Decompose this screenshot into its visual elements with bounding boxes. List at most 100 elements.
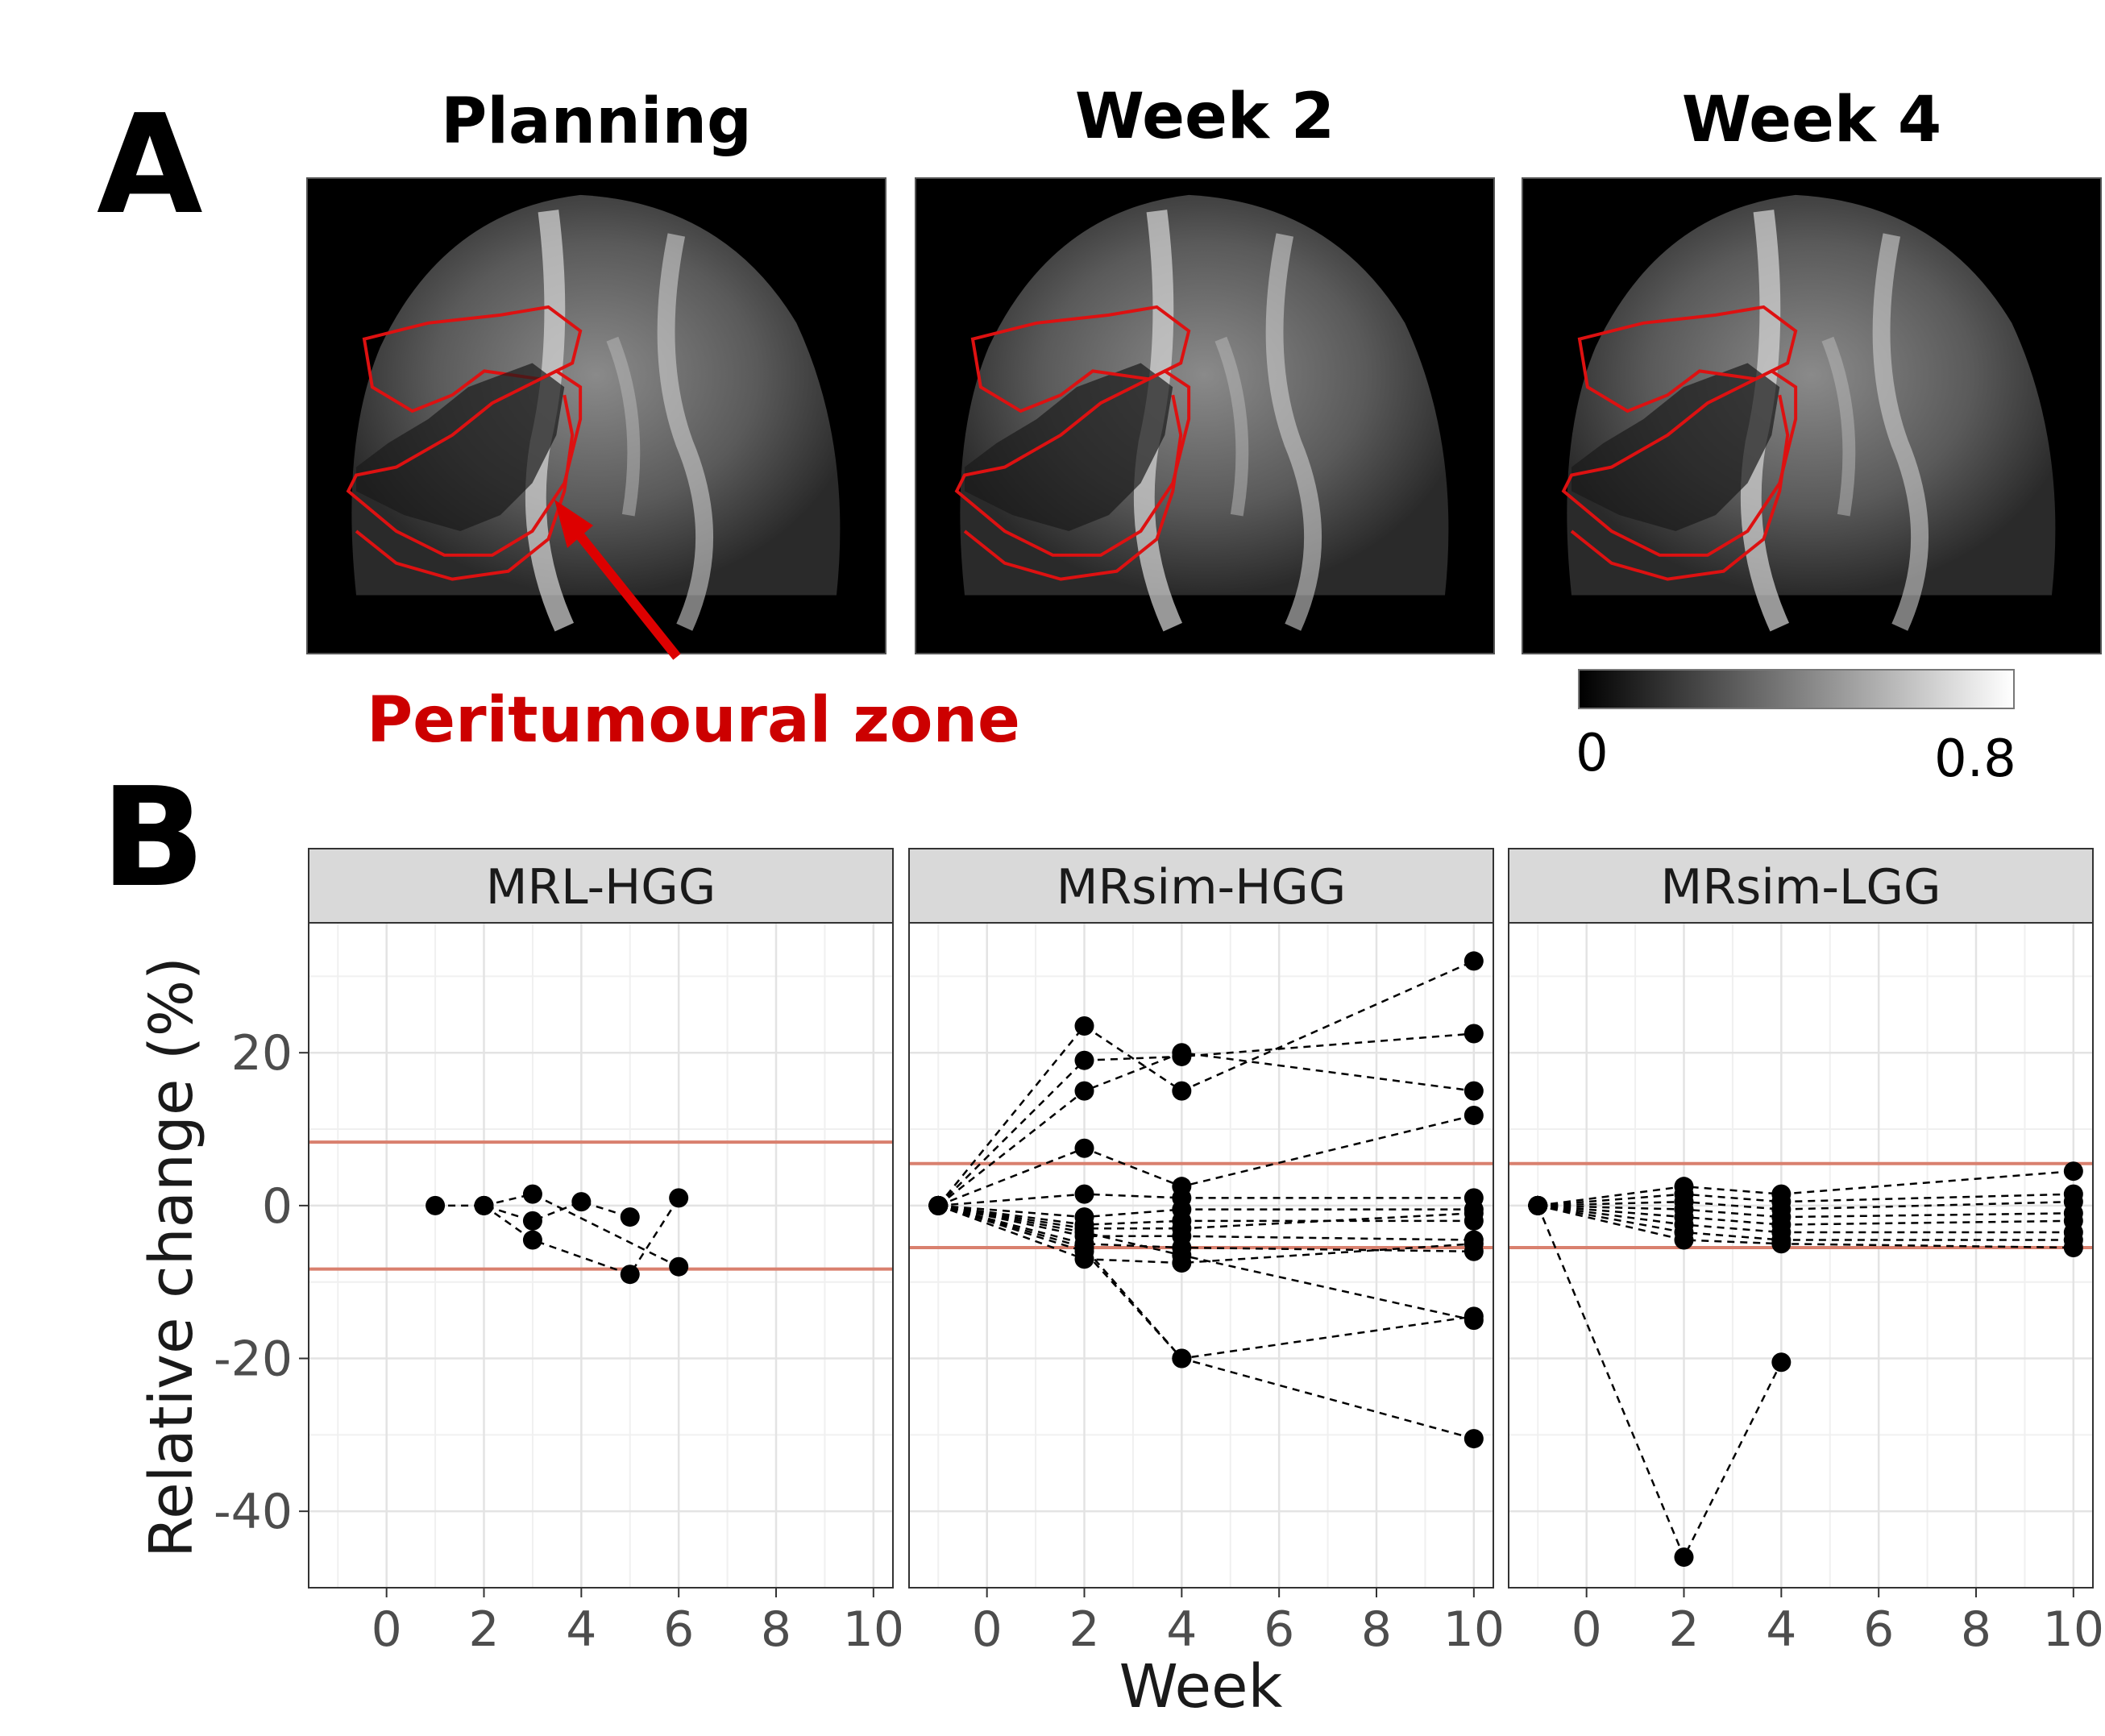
data-point <box>620 1207 640 1227</box>
x-tick-label: 4 <box>1166 1601 1197 1658</box>
series-line <box>937 1204 1475 1440</box>
data-point <box>1074 1050 1094 1070</box>
x-axis-label: Week <box>1119 1652 1283 1721</box>
x-tick-label: 0 <box>972 1601 1003 1658</box>
data-point <box>1464 1310 1484 1331</box>
data-point <box>1074 1081 1094 1101</box>
y-tick-label: 20 <box>231 1025 293 1082</box>
series-line <box>938 1204 1474 1219</box>
colorbar-max-label: 0.8 <box>1934 729 2016 789</box>
x-tick-label: 6 <box>1264 1601 1294 1658</box>
mri-planning-graphic <box>346 194 841 632</box>
series-line <box>1538 1200 2074 1211</box>
data-point <box>669 1188 689 1208</box>
data-point <box>1464 1203 1484 1223</box>
series-line <box>937 1051 1474 1206</box>
x-tick-label: 8 <box>761 1601 791 1658</box>
series-line <box>938 1193 1474 1207</box>
data-point <box>1771 1352 1792 1373</box>
y-tick-label: -20 <box>214 1331 293 1388</box>
x-tick-label: 8 <box>1961 1601 1991 1658</box>
panel-b-letter: B <box>101 758 206 918</box>
data-point <box>1771 1234 1792 1254</box>
data-point <box>1674 1547 1694 1568</box>
mri-week2-graphic <box>954 194 1449 632</box>
x-tick-label: 10 <box>2043 1601 2104 1658</box>
x-tick-label: 0 <box>372 1601 402 1658</box>
data-point <box>1074 1241 1094 1261</box>
data-point <box>1172 1081 1192 1101</box>
mri-title-week2: Week 2 <box>1074 81 1335 153</box>
data-point <box>1074 1184 1094 1204</box>
data-point <box>1074 1138 1094 1158</box>
facet-strip <box>908 848 1494 924</box>
data-point <box>1464 1081 1484 1101</box>
data-point <box>571 1192 592 1212</box>
mri-image-week2 <box>915 177 1495 654</box>
series-line <box>937 1114 1475 1207</box>
series-line <box>1537 1204 2074 1249</box>
data-point <box>928 1195 949 1215</box>
mri-title-planning: Planning <box>441 85 752 158</box>
x-tick-label: 6 <box>663 1601 694 1658</box>
data-point <box>1464 1105 1484 1125</box>
data-point <box>1172 1348 1192 1368</box>
mri-image-week4 <box>1522 177 2102 654</box>
series-line <box>937 1204 1474 1265</box>
plot-background <box>909 923 1493 1588</box>
data-point <box>522 1184 542 1204</box>
data-point <box>1528 1195 1548 1215</box>
series-line <box>483 1197 680 1276</box>
data-point <box>2063 1161 2083 1182</box>
series-line <box>484 1193 679 1268</box>
facet-strip <box>1508 848 2094 924</box>
data-point <box>669 1256 689 1277</box>
series-line <box>435 1200 631 1223</box>
facet-title: MRsim-LGG <box>1661 859 1941 916</box>
panel-a-letter: A <box>97 85 203 245</box>
facet-title: MRsim-HGG <box>1057 859 1347 916</box>
series-line <box>937 1204 1475 1360</box>
facet-title: MRL-HGG <box>486 859 716 916</box>
x-tick-label: 4 <box>1766 1601 1796 1658</box>
data-point <box>1074 1016 1094 1036</box>
y-axis-label: Relative change (%) <box>137 957 206 1558</box>
data-point <box>426 1195 446 1215</box>
peritumoural-zone-label: Peritumoural zone <box>367 684 1020 757</box>
x-tick-label: 2 <box>1069 1601 1099 1658</box>
data-point <box>474 1195 494 1215</box>
data-point <box>1464 951 1484 971</box>
data-point <box>1074 1223 1094 1243</box>
x-tick-label: 6 <box>1863 1601 1894 1658</box>
mri-title-week4: Week 4 <box>1681 84 1942 156</box>
series-line <box>1538 1204 2074 1234</box>
series-line <box>937 1204 1474 1253</box>
series-line <box>1538 1169 2074 1207</box>
x-tick-label: 0 <box>1571 1601 1602 1658</box>
plot-background <box>1509 923 2093 1588</box>
x-tick-label: 10 <box>843 1601 904 1658</box>
data-point <box>2063 1238 2083 1258</box>
y-tick-label: -40 <box>214 1484 293 1540</box>
data-point <box>620 1265 640 1285</box>
plot-background <box>309 923 893 1588</box>
colorbar <box>1578 669 2015 709</box>
data-point <box>1464 1429 1484 1449</box>
x-tick-label: 4 <box>566 1601 596 1658</box>
mri-week4-graphic <box>1561 194 2056 632</box>
series-line <box>1538 1204 2074 1241</box>
panel-border <box>308 922 894 1589</box>
colorbar-min-label: 0 <box>1576 724 1609 783</box>
data-point <box>522 1211 542 1231</box>
series-line <box>938 1204 1474 1230</box>
x-tick-label: 2 <box>468 1601 499 1658</box>
panel-border <box>908 922 1494 1589</box>
series-line <box>1538 1204 2074 1219</box>
data-point <box>522 1230 542 1250</box>
series-line <box>1538 1193 2074 1207</box>
x-tick-label: 8 <box>1361 1601 1392 1658</box>
data-point <box>1172 1245 1192 1265</box>
series-line <box>938 1204 1475 1322</box>
